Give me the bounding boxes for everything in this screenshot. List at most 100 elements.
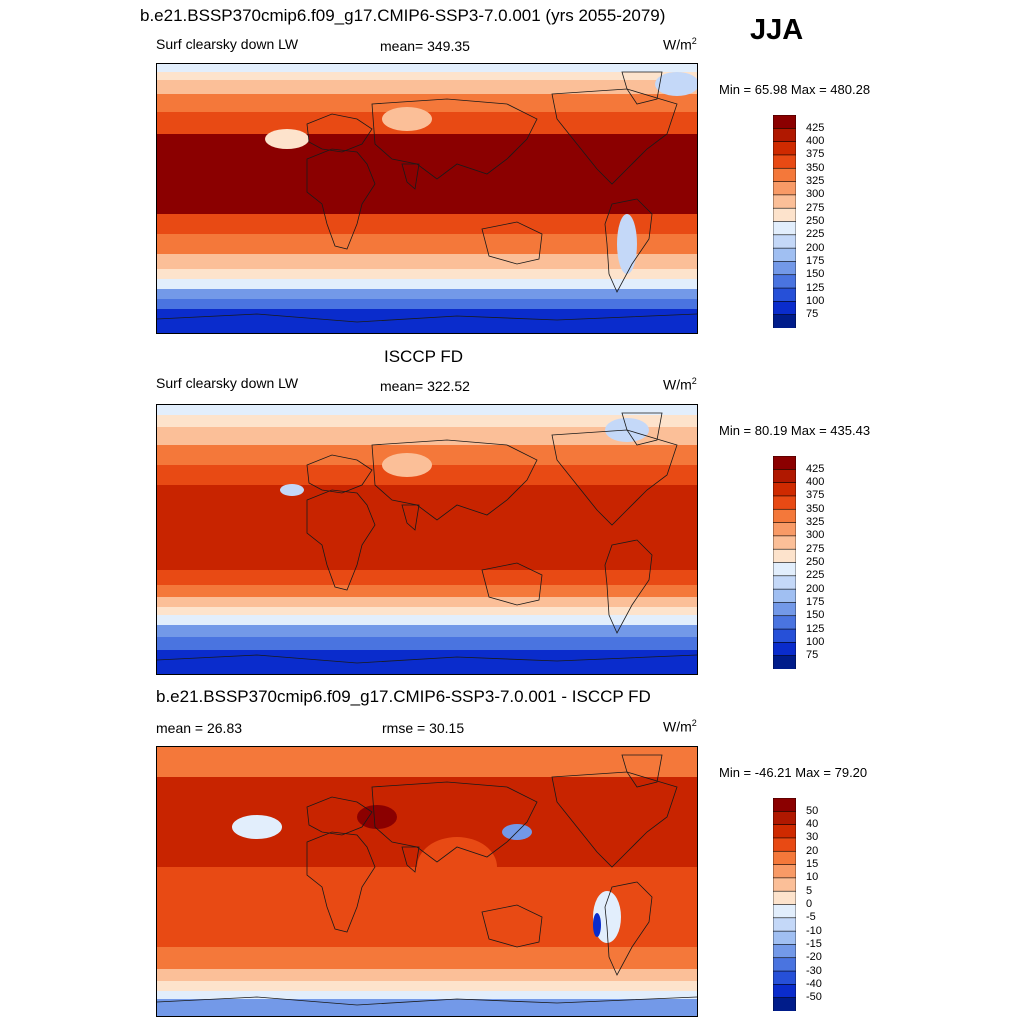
panel1-mean-label: mean= 349.35 (380, 38, 470, 54)
map-region (593, 913, 601, 937)
colorbar-tick-label: 15 (806, 858, 819, 871)
continent-outline (306, 489, 376, 591)
colorbar-swatch (773, 904, 796, 919)
colorbar-tick-label: 0 (806, 898, 813, 910)
colorbar-swatch (773, 811, 796, 826)
map-band (157, 991, 697, 999)
colorbar-swatch (773, 562, 796, 577)
colorbar-tick-label: 225 (806, 228, 825, 241)
colorbar-tick-label: 5 (806, 884, 813, 897)
continent-outline (551, 429, 678, 526)
colorbar-swatch (773, 508, 796, 524)
map-band (157, 299, 697, 309)
colorbar-tick-label: 275 (806, 542, 825, 555)
colorbar-swatch (773, 194, 796, 209)
panel2-mean-label: mean= 322.52 (380, 378, 470, 394)
map-band (157, 214, 697, 234)
colorbar-tick-label: 425 (806, 121, 825, 134)
map-region (417, 837, 497, 897)
colorbar-tick-label: 100 (806, 635, 825, 648)
colorbar-tick-label: 375 (806, 489, 825, 502)
colorbar-tick-label: -20 (806, 951, 822, 964)
colorbar-tick-label: 275 (806, 201, 825, 214)
panel3-minmax-label: Min = -46.21 Max = 79.20 (719, 765, 868, 780)
colorbar-tick-label: -15 (806, 937, 822, 950)
colorbar-tick-label: 150 (806, 268, 825, 281)
map-band (157, 747, 697, 777)
colorbar-swatch (773, 522, 796, 537)
colorbar-tick-label: -10 (806, 924, 822, 937)
map-band (157, 269, 697, 279)
colorbar-tick-label: 200 (806, 582, 825, 595)
colorbar-tick-label: 125 (806, 622, 825, 635)
colorbar-swatch (773, 824, 796, 839)
map-band (157, 134, 697, 214)
colorbar-tick-label: 125 (806, 281, 825, 294)
continent-outline (157, 996, 697, 1006)
map-band (157, 289, 697, 299)
continent-outline (481, 221, 543, 265)
colorbar-swatch (773, 864, 796, 879)
continent-outline (481, 904, 543, 948)
colorbar-tick-label: 425 (806, 462, 825, 475)
panel3-map (156, 746, 698, 1017)
colorbar-tick-label: 225 (806, 569, 825, 582)
map-band (157, 570, 697, 585)
colorbar-swatch (773, 247, 796, 263)
map-band (157, 637, 697, 650)
colorbar-swatch (773, 261, 796, 276)
map-band (157, 94, 697, 112)
continent-outline (621, 71, 663, 105)
colorbar-swatch (773, 456, 796, 471)
colorbar-swatch (773, 850, 796, 866)
colorbar-tick-label: 20 (806, 844, 819, 857)
colorbar-swatch (773, 234, 796, 249)
colorbar-tick-label: 100 (806, 294, 825, 307)
panel1-unit-label: W/m2 (663, 36, 697, 53)
colorbar-tick-label: -50 (806, 991, 822, 1004)
panel3-colorbar (773, 798, 796, 1011)
panel2-variable-label: Surf clearsky down LW (156, 375, 299, 391)
continent-outline (401, 504, 420, 531)
colorbar-swatch (773, 469, 796, 484)
map-band (157, 969, 697, 981)
colorbar-swatch (773, 141, 796, 156)
continent-outline (306, 796, 373, 836)
colorbar-swatch (773, 984, 796, 999)
map-band (157, 947, 697, 969)
continent-outline (481, 562, 543, 606)
colorbar-tick-label: 10 (806, 871, 819, 884)
panel1-map (156, 63, 698, 334)
colorbar-swatch (773, 128, 796, 143)
colorbar-swatch (773, 837, 796, 853)
colorbar-swatch (773, 628, 796, 644)
continent-outline (621, 754, 663, 788)
colorbar-tick-label: -30 (806, 964, 822, 977)
colorbar-tick-label: 50 (806, 804, 819, 817)
panel3-rmse-label: rmse = 30.15 (382, 720, 465, 736)
colorbar-swatch (773, 944, 796, 959)
colorbar-swatch (773, 602, 796, 617)
colorbar-swatch (773, 115, 796, 130)
continent-outline (401, 163, 420, 190)
colorbar-swatch (773, 287, 796, 303)
map-band (157, 415, 697, 427)
colorbar-swatch (773, 655, 796, 669)
colorbar-tick-label: -40 (806, 977, 822, 990)
colorbar-swatch (773, 890, 796, 906)
panel2-unit-label: W/m2 (663, 376, 697, 393)
colorbar-swatch (773, 154, 796, 170)
map-band (157, 279, 697, 289)
map-band (157, 427, 697, 445)
map-band (157, 999, 697, 1016)
season-label: JJA (750, 14, 804, 46)
map-band (157, 650, 697, 674)
map-band (157, 64, 697, 72)
map-region (232, 815, 282, 839)
colorbar-tick-label: 350 (806, 161, 825, 174)
map-region (382, 107, 432, 131)
colorbar-tick-label: 200 (806, 241, 825, 254)
map-region (382, 453, 432, 477)
colorbar-swatch (773, 482, 796, 497)
map-band (157, 445, 697, 465)
